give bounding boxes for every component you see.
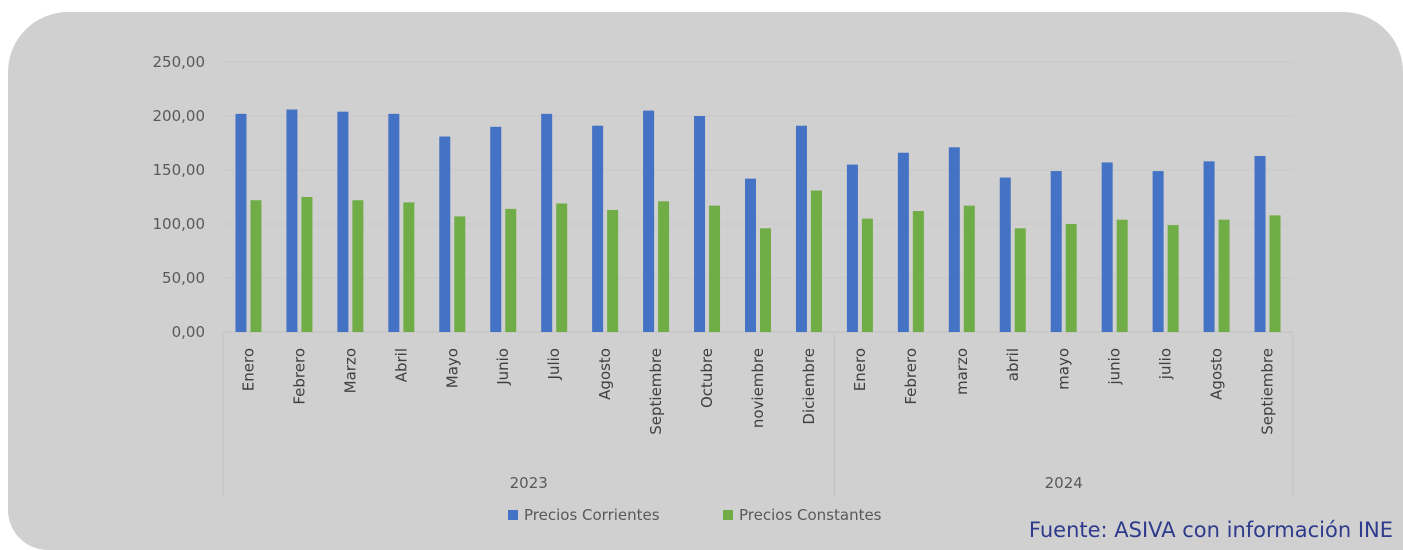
bar-constantes-5: [505, 208, 517, 332]
bar-corrientes-6: [541, 113, 553, 332]
bar-constantes-13: [912, 211, 924, 332]
x-category-label: mayo: [1055, 348, 1073, 390]
bar-constantes-20: [1269, 215, 1281, 332]
y-tick-label: 150,00: [153, 161, 206, 179]
bar-corrientes-13: [897, 152, 909, 332]
bar-constantes-16: [1065, 224, 1077, 332]
bar-constantes-0: [250, 200, 262, 332]
bar-corrientes-0: [235, 113, 247, 332]
bar-corrientes-8: [643, 110, 655, 332]
x-category-label: junio: [1106, 348, 1124, 386]
x-category-label: Diciembre: [800, 348, 818, 425]
bar-corrientes-18: [1152, 171, 1164, 332]
bar-constantes-7: [607, 209, 619, 332]
bar-chart: 0,00 50,00 100,00 150,00 200,00 250,00 Enero Fe…: [153, 53, 1294, 524]
x-category-label: marzo: [953, 348, 971, 395]
x-category-label: Marzo: [341, 348, 359, 393]
y-tick-label: 200,00: [153, 107, 206, 125]
bar-constantes-15: [1014, 228, 1026, 332]
bar-corrientes-12: [846, 164, 858, 332]
bar-constantes-3: [403, 202, 415, 332]
y-tick-label: 100,00: [153, 215, 206, 233]
bar-corrientes-1: [286, 109, 298, 333]
x-category-label: Mayo: [443, 348, 461, 388]
x-category-label: Septiembre: [647, 348, 665, 435]
bar-constantes-8: [658, 201, 670, 332]
x-category-label: abril: [1004, 348, 1022, 381]
bar-corrientes-4: [439, 136, 451, 332]
x-group-label: 2024: [1045, 474, 1083, 492]
x-category-label: Agosto: [1208, 348, 1226, 400]
bar-corrientes-19: [1203, 161, 1215, 332]
bar-constantes-14: [963, 205, 975, 332]
bar-constantes-12: [861, 218, 873, 332]
legend-swatch-1: [723, 510, 733, 520]
bar-corrientes-9: [694, 116, 706, 332]
x-category-label: Octubre: [698, 348, 716, 408]
x-category-label: julio: [1157, 348, 1175, 380]
source-note: Fuente: ASIVA con información INE: [1028, 518, 1393, 542]
legend-swatch-0: [508, 510, 518, 520]
x-category-label: Agosto: [596, 348, 614, 400]
bar-constantes-4: [454, 216, 466, 332]
bar-constantes-6: [556, 203, 568, 332]
bar-corrientes-2: [337, 111, 349, 333]
x-category-label: noviembre: [749, 348, 767, 428]
bar-corrientes-16: [1050, 171, 1062, 332]
bar-corrientes-10: [745, 178, 756, 332]
x-category-label: Enero: [239, 348, 257, 391]
legend-label-1: Precios Constantes: [739, 506, 882, 524]
bar-corrientes-11: [795, 125, 807, 332]
legend-label-0: Precios Corrientes: [524, 506, 660, 524]
bar-constantes-10: [760, 228, 771, 332]
bar-constantes-19: [1218, 219, 1230, 332]
bar-constantes-1: [301, 197, 313, 332]
x-category-label: Junio: [494, 348, 512, 386]
x-group-label: 2023: [510, 474, 548, 492]
x-category-label: Septiembre: [1259, 348, 1277, 435]
bar-corrientes-20: [1254, 155, 1266, 332]
x-category-label: Enero: [851, 348, 869, 391]
bar-corrientes-7: [592, 125, 604, 332]
bar-constantes-17: [1116, 219, 1128, 332]
chart-panel: 0,00 50,00 100,00 150,00 200,00 250,00 Enero Fe…: [8, 12, 1403, 550]
x-category-label: Febrero: [290, 348, 308, 405]
bar-corrientes-14: [948, 147, 960, 332]
y-tick-label: 250,00: [153, 53, 206, 71]
y-tick-label: 50,00: [162, 269, 205, 287]
x-category-label: Febrero: [902, 348, 920, 405]
x-category-label: Julio: [545, 348, 563, 380]
bar-constantes-18: [1167, 225, 1179, 332]
bar-constantes-9: [709, 205, 721, 332]
x-category-label: Abril: [392, 348, 410, 382]
bar-constantes-2: [352, 200, 364, 332]
bar-corrientes-15: [999, 177, 1011, 332]
bar-corrientes-5: [490, 126, 502, 332]
bar-corrientes-17: [1101, 162, 1113, 332]
bar-corrientes-3: [388, 113, 400, 332]
y-tick-label: 0,00: [172, 323, 205, 341]
bar-constantes-11: [810, 190, 822, 332]
